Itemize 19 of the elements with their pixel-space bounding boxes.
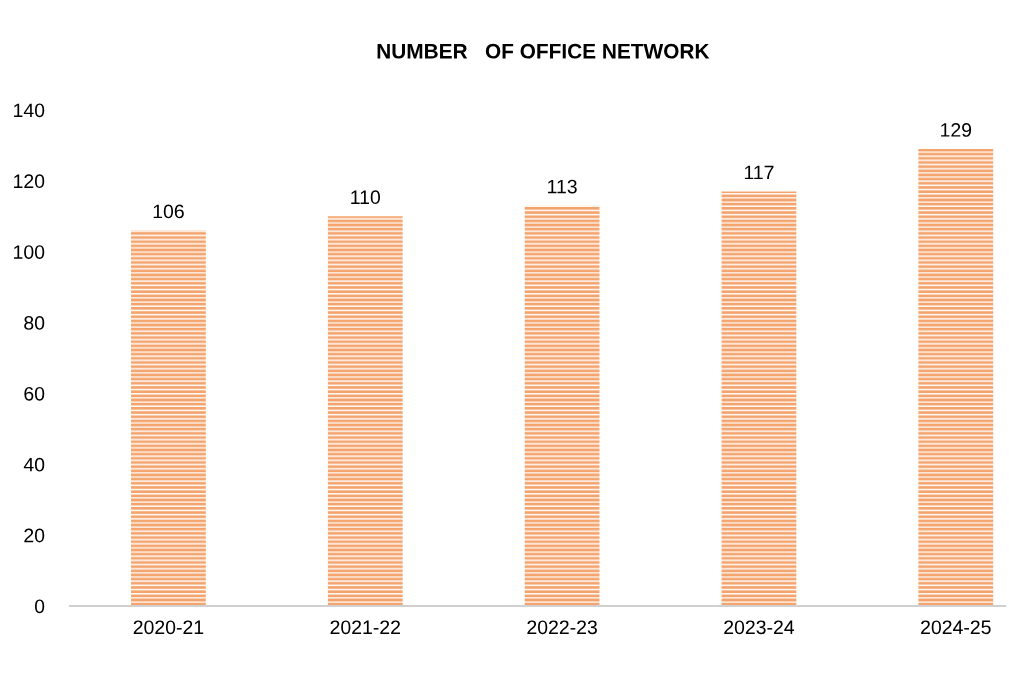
y-tick-label: 80 (24, 316, 45, 330)
data-label: 129 (941, 123, 972, 137)
y-tick-label: 0 (34, 599, 45, 614)
y-tick-label: 140 (14, 103, 45, 118)
data-label: 110 (351, 190, 381, 205)
data-label: 117 (744, 165, 774, 180)
y-tick-label: 20 (24, 528, 45, 543)
chart-title: NUMBER OF OFFICE NETWORK (377, 43, 710, 59)
x-tick-label: 2024-25 (921, 620, 991, 635)
x-tick-label: 2023-24 (724, 620, 795, 635)
y-tick-label: 40 (23, 457, 45, 472)
y-tick-label: 100 (14, 245, 45, 259)
y-tick-label: 60 (24, 386, 45, 401)
data-label: 113 (548, 179, 577, 194)
x-tick-label: 2021-22 (330, 620, 400, 635)
data-label: 106 (153, 204, 184, 219)
y-tick-label: 120 (14, 174, 45, 189)
x-tick-label: 2022-23 (527, 620, 597, 635)
x-tick-label: 2020-21 (133, 620, 204, 635)
